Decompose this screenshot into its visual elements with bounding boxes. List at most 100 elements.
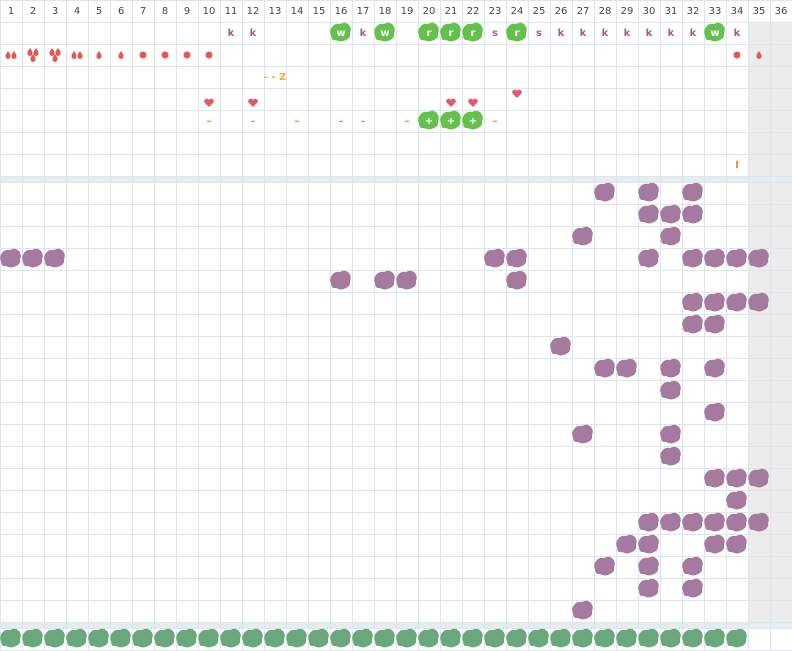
purple-blob [506, 248, 527, 268]
green-blob [396, 628, 417, 648]
green-blob [638, 628, 659, 648]
green-blob [264, 628, 285, 648]
purple-blob [748, 512, 769, 532]
green-blob [0, 628, 21, 648]
cell-text: + [469, 116, 477, 127]
purple-blob [726, 292, 747, 312]
purple-blob [594, 556, 615, 576]
cell-text: + [425, 116, 433, 127]
day-number: 17 [357, 6, 370, 17]
purple-blob [660, 358, 681, 378]
dot-icon [733, 51, 741, 59]
dot-icon [205, 51, 213, 59]
day-number: 19 [401, 6, 414, 17]
green-blob [374, 628, 395, 648]
purple-blob [660, 424, 681, 444]
green-blob [198, 628, 219, 648]
purple-blob [704, 402, 725, 422]
drop-icon [27, 48, 33, 56]
purple-blob [682, 512, 703, 532]
green-blob [594, 628, 615, 648]
day-number: 5 [96, 6, 102, 17]
day-number: 6 [118, 6, 124, 17]
drop-icon [52, 54, 58, 63]
green-blob [220, 628, 241, 648]
green-blob [88, 628, 109, 648]
day-number: 18 [379, 6, 392, 17]
cell-text: k [602, 28, 609, 39]
cell-text: k [360, 28, 367, 39]
badge [704, 22, 725, 42]
green-blob [330, 628, 351, 648]
badge [418, 22, 439, 42]
cell-text: k [646, 28, 653, 39]
day-number: 21 [445, 6, 458, 17]
heart-icon [248, 98, 258, 107]
cell-text: – [339, 116, 344, 127]
purple-blob [638, 248, 659, 268]
purple-blob [396, 270, 417, 290]
drop-icon [33, 48, 39, 56]
green-blob [352, 628, 373, 648]
cell-text: w [710, 28, 719, 39]
badge [440, 110, 461, 130]
day-number: 30 [643, 6, 656, 17]
day-number: 28 [599, 6, 612, 17]
day-number: 4 [74, 6, 80, 17]
drop-icon [11, 51, 17, 59]
purple-blob [572, 226, 593, 246]
purple-blob [616, 358, 637, 378]
day-number: 27 [577, 6, 590, 17]
drop-icon [5, 51, 11, 59]
green-blob [286, 628, 307, 648]
cell-text: r [515, 28, 520, 39]
purple-blob [726, 512, 747, 532]
cell-text: r [427, 28, 432, 39]
cell-text: w [380, 28, 389, 39]
badge [440, 22, 461, 42]
dot-icon [183, 51, 191, 59]
green-blob [726, 628, 747, 648]
purple-blob [660, 226, 681, 246]
day-number: 12 [247, 6, 260, 17]
day-number: 7 [140, 6, 146, 17]
purple-blob [638, 578, 659, 598]
day-number: 20 [423, 6, 436, 17]
purple-blob [22, 248, 43, 268]
day-number: 35 [753, 6, 766, 17]
green-blob [572, 628, 593, 648]
day-number: 32 [687, 6, 700, 17]
purple-blob [682, 314, 703, 334]
purple-blob [682, 204, 703, 224]
green-blob [484, 628, 505, 648]
drop-icon [118, 51, 124, 59]
day-number: 8 [162, 6, 168, 17]
day-number: 1 [8, 6, 14, 17]
purple-blob [660, 204, 681, 224]
day-number: 33 [709, 6, 722, 17]
cell-text: k [734, 28, 741, 39]
purple-blob [638, 534, 659, 554]
heart-icon [468, 98, 478, 107]
purple-blob [374, 270, 395, 290]
purple-blob [704, 468, 725, 488]
day-number: 14 [291, 6, 304, 17]
green-blob [242, 628, 263, 648]
badge [462, 110, 483, 130]
day-number: 22 [467, 6, 480, 17]
drop-icon [71, 51, 77, 59]
purple-blob [704, 292, 725, 312]
drop-icon [756, 51, 762, 59]
heart-icon [204, 98, 214, 107]
cell-text: I [735, 160, 739, 171]
green-blob [176, 628, 197, 648]
purple-blob [638, 556, 659, 576]
day-number: 25 [533, 6, 546, 17]
cell-text: – [405, 116, 410, 127]
purple-blob [550, 336, 571, 356]
day-number: 2 [30, 6, 36, 17]
cell-text: – [295, 116, 300, 127]
purple-blob [682, 248, 703, 268]
cell-text: - - Z [264, 72, 287, 83]
